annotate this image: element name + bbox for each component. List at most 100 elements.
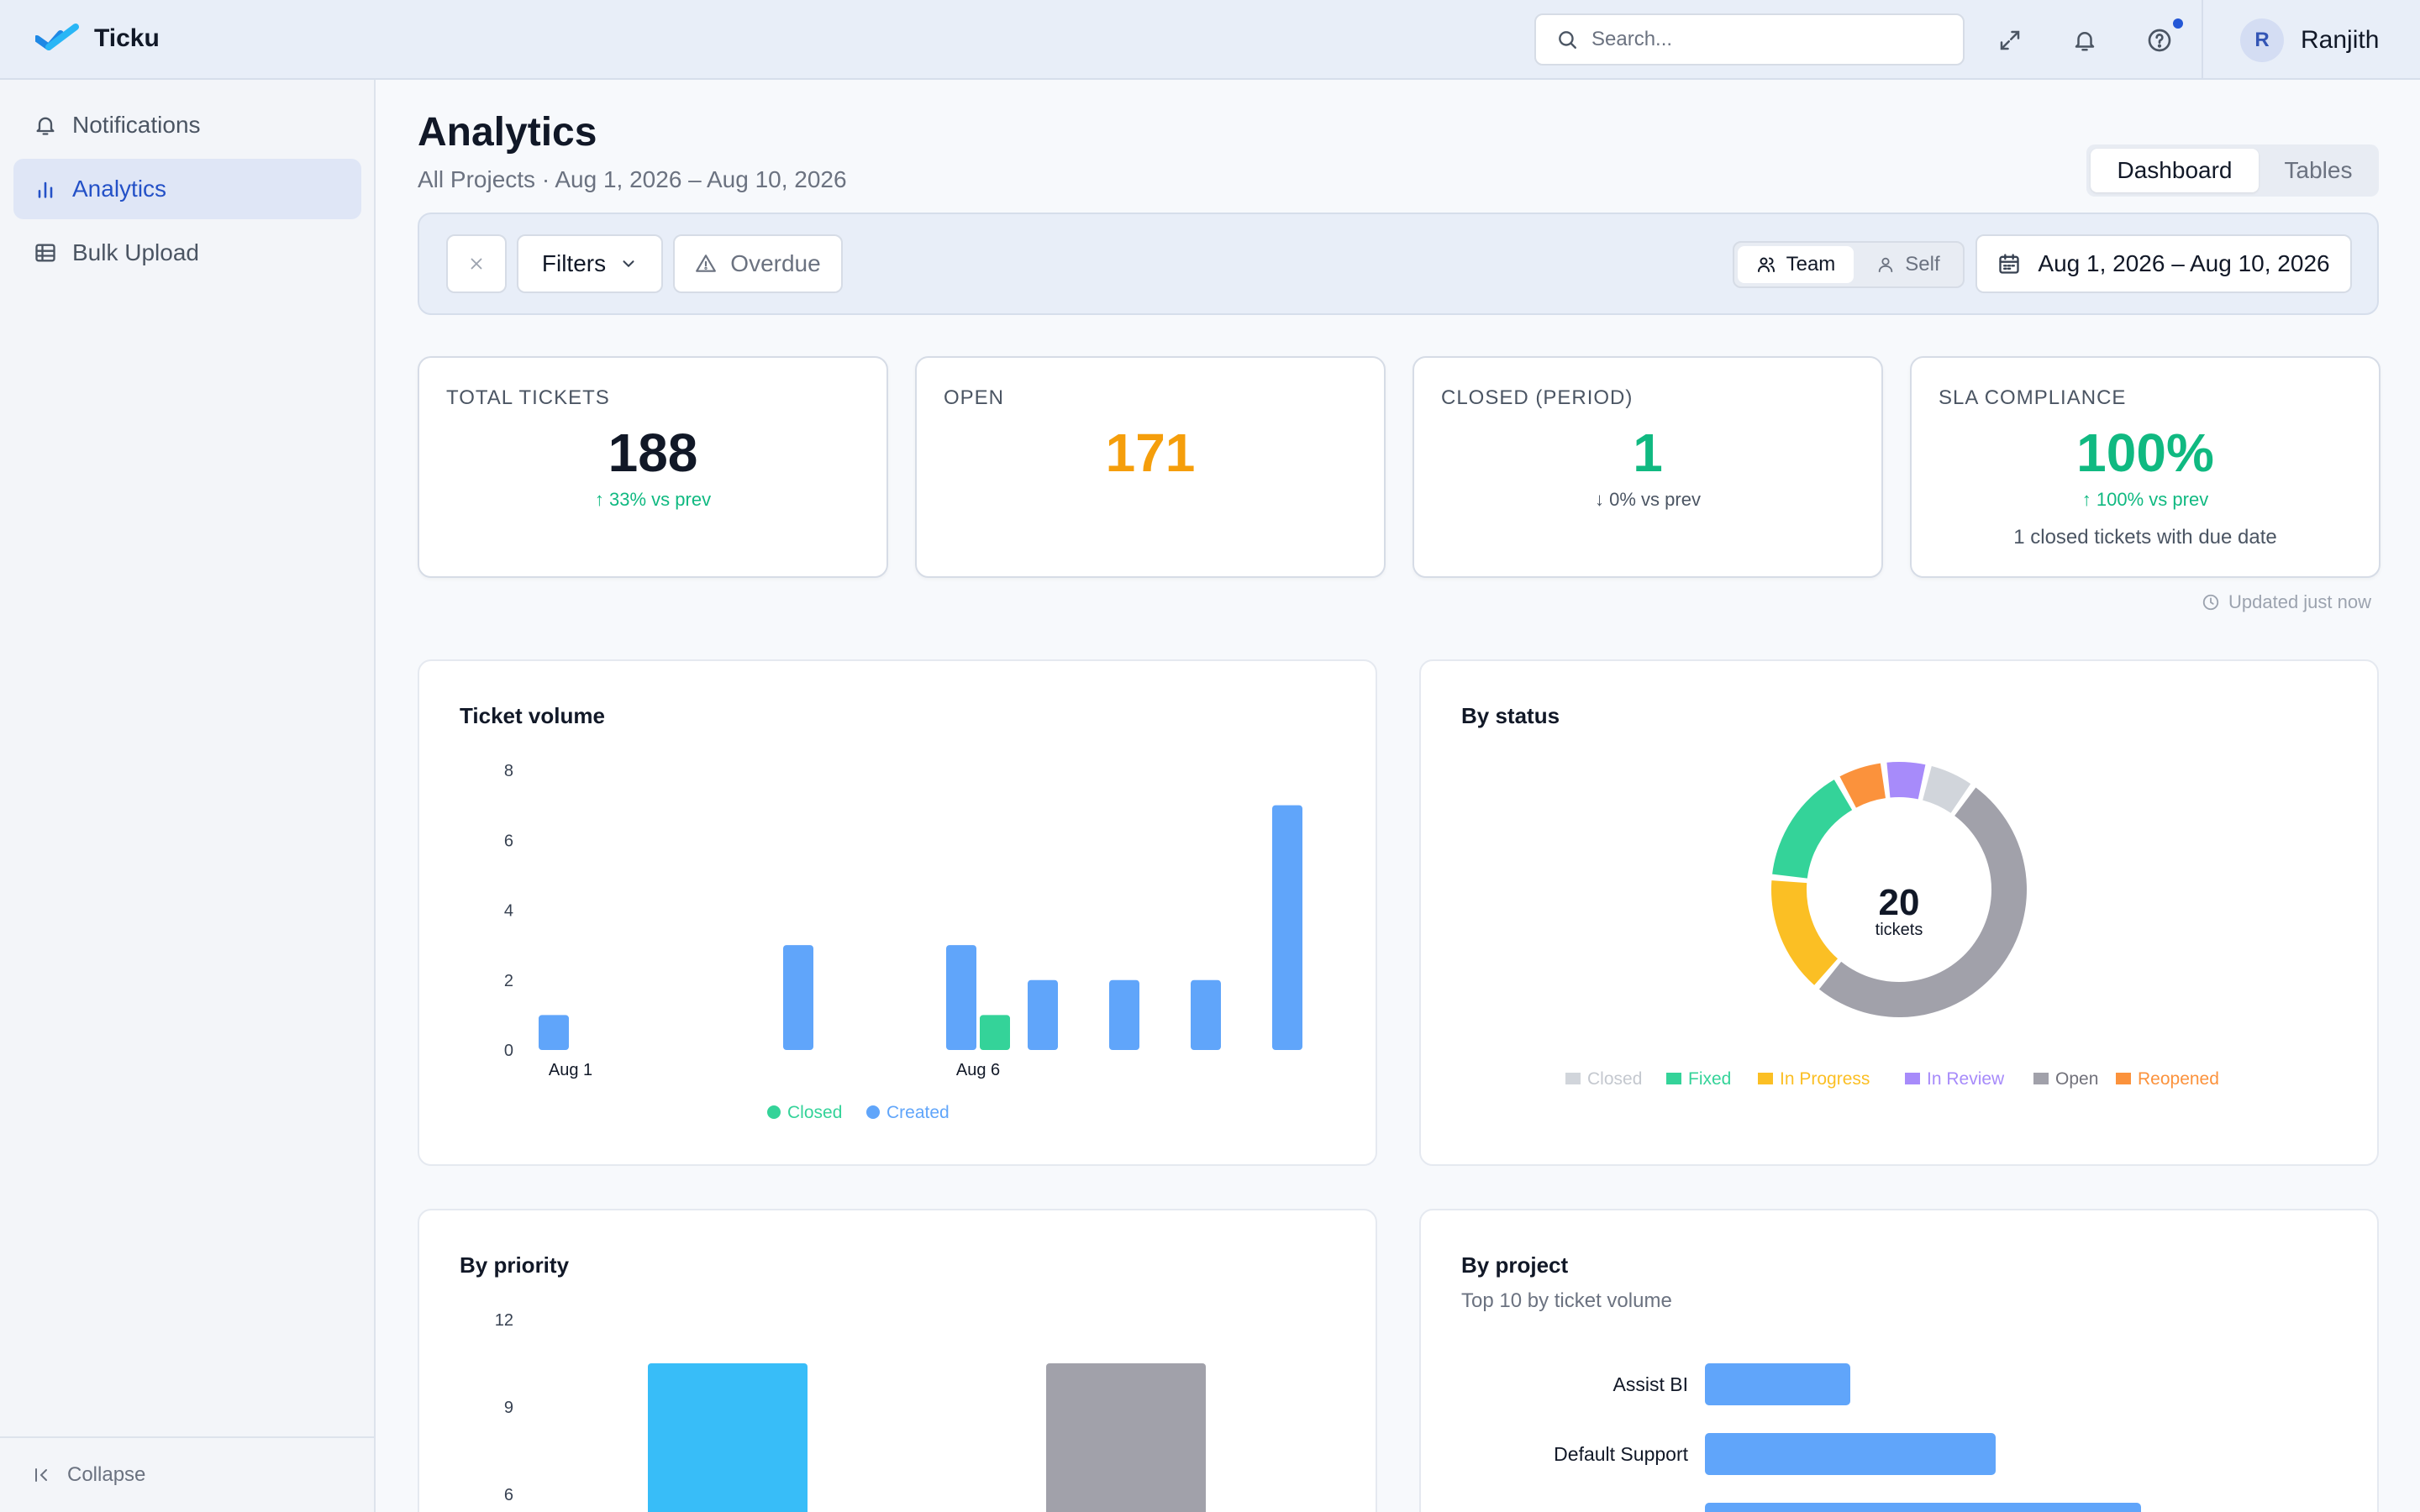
app-name: Ticku — [94, 24, 160, 52]
kpi-label: SLA COMPLIANCE — [1939, 386, 2127, 409]
sidebar-item-label: Notifications — [72, 112, 201, 138]
bar-priority — [648, 1363, 808, 1512]
kpi-value: 171 — [1105, 423, 1196, 483]
kpi-card-closed: CLOSED (PERIOD) 1 ↓ 0% vs prev — [1413, 356, 1883, 578]
legend-label: Closed — [1587, 1069, 1642, 1089]
bar-project — [1705, 1433, 1996, 1475]
tab-dashboard[interactable]: Dashboard — [2091, 149, 2259, 192]
kpi-label: CLOSED (PERIOD) — [1441, 386, 1634, 409]
y-tick-label: Assist BI — [1613, 1373, 1688, 1395]
bar-project — [1705, 1363, 1850, 1405]
bar-created — [1028, 979, 1058, 1050]
donut-slice-in-progress — [1771, 880, 1839, 985]
table-icon — [35, 244, 55, 262]
legend-label: Fixed — [1688, 1069, 1731, 1089]
page-title: Analytics — [418, 110, 597, 155]
user-name: Ranjith — [2301, 26, 2380, 54]
bar-chart-icon — [38, 181, 53, 198]
y-tick-label: 6 — [504, 1486, 513, 1504]
y-tick-label: 9 — [504, 1399, 513, 1417]
kpi-note: 1 closed tickets with due date — [2013, 526, 2277, 549]
collapse-label: Collapse — [67, 1463, 146, 1486]
ticku-logo-icon — [35, 24, 79, 50]
kpi-delta: ↑ 33% vs prev — [594, 489, 712, 510]
by-status-card: By status 20 tickets Closed Fixed In Progres… — [1419, 659, 2379, 1166]
search-input[interactable] — [1591, 28, 1928, 51]
bar-created — [783, 945, 813, 1050]
donut-slice-closed — [1923, 766, 1971, 813]
bar-created — [1272, 805, 1302, 1050]
sidebar: Notifications Analytics Bulk Upload Coll… — [0, 80, 376, 1512]
clear-filters-button[interactable] — [446, 234, 507, 293]
kpi-label: OPEN — [944, 386, 1005, 409]
by-project-card: By project Top 10 by ticket volume Assis… — [1419, 1209, 2379, 1512]
card-subtitle: Top 10 by ticket volume — [1461, 1289, 1672, 1312]
donut-center-value: 20 — [1879, 882, 1920, 923]
filters-dropdown[interactable]: Filters — [517, 234, 663, 293]
by-project-chart: Assist BI Default Support — [1554, 1363, 2141, 1512]
legend-marker — [1905, 1073, 1920, 1084]
date-range-picker[interactable]: Aug 1, 2026 – Aug 10, 2026 — [1975, 234, 2352, 293]
scope-toggle: Team Self — [1733, 241, 1965, 288]
users-icon — [1757, 257, 1775, 272]
legend-marker — [767, 1105, 781, 1119]
x-tick-label: Aug 6 — [956, 1061, 1000, 1079]
scope-team-button[interactable]: Team — [1738, 246, 1854, 283]
bar-created — [1191, 979, 1221, 1050]
help-badge-dot — [2173, 18, 2183, 29]
filters-label: Filters — [541, 250, 607, 276]
kpi-delta: ↑ 100% vs prev — [2081, 489, 2209, 510]
help-icon[interactable] — [2143, 24, 2176, 57]
kpi-value: 188 — [608, 423, 698, 483]
chevron-down-icon — [623, 260, 634, 268]
kpi-card-total-tickets: TOTAL TICKETS 188 ↑ 33% vs prev — [418, 356, 888, 578]
fullscreen-icon[interactable] — [1993, 24, 2027, 57]
notifications-bell-icon[interactable] — [2068, 24, 2102, 57]
top-bar: Ticku R Ranjith — [0, 0, 2420, 80]
date-range-label: Aug 1, 2026 – Aug 10, 2026 — [2038, 250, 2330, 276]
overdue-toggle-button[interactable]: Overdue — [673, 234, 843, 293]
donut-slice-reopened — [1839, 763, 1886, 808]
card-title: By status — [1461, 703, 1560, 728]
kpi-label: TOTAL TICKETS — [446, 386, 610, 409]
legend-label: Closed — [787, 1103, 842, 1122]
search-icon — [1559, 31, 1576, 49]
bar-created — [946, 945, 976, 1050]
ticket-volume-card: Ticket volume 0 2 4 6 8 Aug 1 Aug 6 Closed Creat… — [418, 659, 1377, 1166]
kpi-delta: ↓ 0% vs prev — [1595, 489, 1701, 510]
warning-icon — [696, 255, 717, 272]
sidebar-item-notifications[interactable]: Notifications — [13, 95, 361, 155]
search-box[interactable] — [1534, 13, 1965, 66]
y-tick-label: 0 — [504, 1042, 513, 1060]
legend-marker — [866, 1105, 880, 1119]
kpi-value: 1 — [1633, 423, 1663, 483]
legend-marker — [1666, 1073, 1681, 1084]
brand[interactable]: Ticku — [35, 22, 160, 55]
donut-slice-in-review — [1886, 762, 1926, 800]
by-priority-card: By priority 6 9 12 — [418, 1209, 1377, 1512]
sidebar-item-bulk-upload[interactable]: Bulk Upload — [13, 223, 361, 283]
y-tick-label: 8 — [504, 762, 513, 780]
y-tick-label: 4 — [504, 902, 513, 921]
calendar-icon — [1999, 254, 2020, 274]
scope-self-button[interactable]: Self — [1857, 246, 1960, 283]
updated-status: Updated just now — [2202, 591, 2371, 613]
ticket-volume-chart: 0 2 4 6 8 Aug 1 Aug 6 Closed Created — [504, 762, 1302, 1122]
y-tick-label: 2 — [504, 972, 513, 990]
topbar-divider — [2202, 0, 2203, 80]
scope-team-label: Team — [1786, 253, 1836, 276]
overdue-label: Overdue — [730, 250, 821, 276]
sidebar-item-analytics[interactable]: Analytics — [13, 159, 361, 219]
collapse-button[interactable]: Collapse — [0, 1436, 374, 1512]
user-menu[interactable]: R Ranjith — [2240, 18, 2379, 62]
card-title: By project — [1461, 1252, 1569, 1278]
x-tick-label: Aug 1 — [549, 1061, 592, 1079]
tab-tables[interactable]: Tables — [2284, 157, 2353, 183]
kpi-value: 100% — [2076, 423, 2214, 483]
legend-label: Reopened — [2138, 1069, 2219, 1089]
sidebar-item-label: Analytics — [72, 176, 167, 202]
clock-icon — [2202, 594, 2219, 611]
avatar: R — [2240, 18, 2284, 62]
legend-label: Created — [886, 1103, 950, 1122]
sidebar-item-label: Bulk Upload — [72, 239, 199, 265]
